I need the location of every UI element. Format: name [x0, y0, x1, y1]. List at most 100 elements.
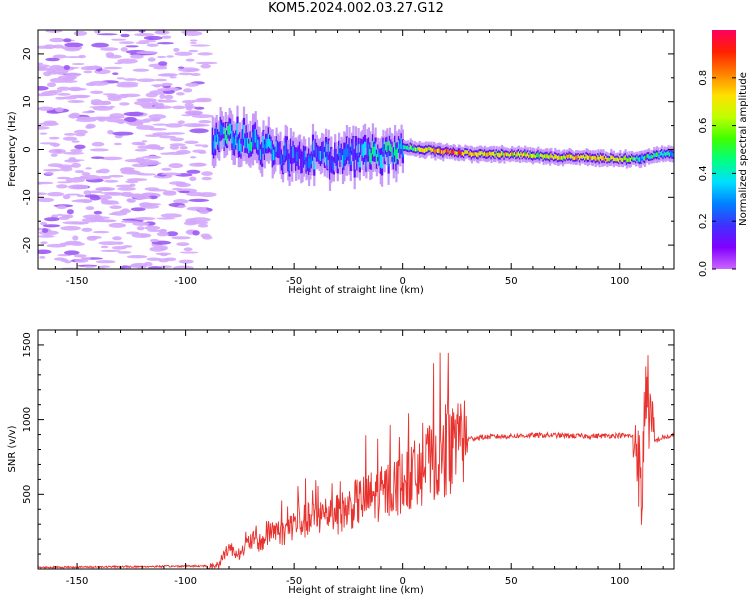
- noise-speckle: [161, 35, 172, 39]
- noise-speckle: [158, 61, 168, 66]
- noise-speckle: [76, 194, 85, 198]
- noise-speckle: [89, 195, 101, 201]
- noise-speckle: [201, 171, 213, 176]
- signal-core: [651, 155, 655, 159]
- signal-core: [425, 147, 428, 152]
- noise-speckle: [75, 95, 89, 99]
- x-tick-label: 0: [399, 276, 405, 287]
- signal-core: [455, 151, 458, 155]
- signal-core: [599, 154, 602, 159]
- signal-core: [450, 149, 453, 154]
- signal-core: [414, 147, 417, 152]
- noise-speckle: [55, 107, 64, 113]
- noise-speckle: [168, 163, 184, 169]
- signal-core: [573, 156, 576, 160]
- snr-series-line: [38, 352, 674, 569]
- signal-core: [580, 155, 583, 159]
- signal-core: [628, 157, 631, 162]
- noise-speckle: [43, 44, 56, 49]
- noise-speckle: [178, 67, 200, 72]
- signal-core: [276, 145, 279, 154]
- signal-core: [434, 149, 437, 155]
- signal-core: [521, 153, 524, 158]
- colorbar-ticks: 0.0 0.2 0.4 0.6 0.8: [698, 70, 736, 277]
- signal-core: [440, 150, 444, 154]
- noise-speckle: [198, 120, 212, 124]
- signal-core: [227, 126, 230, 135]
- signal-core: [396, 147, 399, 159]
- signal-core: [672, 153, 674, 157]
- noise-speckle: [95, 187, 116, 191]
- noise-speckle: [81, 227, 93, 232]
- x-tick-label: -150: [66, 276, 89, 287]
- signal-core: [468, 152, 471, 156]
- signal-core: [344, 148, 347, 160]
- signal-core: [650, 154, 653, 159]
- noise-speckle: [85, 123, 96, 129]
- signal-core: [285, 142, 289, 155]
- noise-speckle: [108, 174, 124, 178]
- signal-core: [463, 152, 466, 157]
- signal-core: [640, 157, 643, 162]
- noise-speckle: [191, 114, 214, 119]
- signal-core: [304, 150, 307, 161]
- signal-core: [410, 145, 414, 150]
- noise-speckle: [72, 63, 85, 65]
- signal-core: [218, 136, 221, 148]
- noise-speckle: [100, 191, 121, 195]
- noise-speckle: [100, 249, 121, 252]
- noise-speckle: [160, 253, 168, 257]
- noise-speckle: [157, 99, 164, 102]
- noise-speckle: [97, 266, 105, 269]
- colorbar: 0.0 0.2 0.4 0.6 0.8 Normalized spectral ampl…: [698, 30, 749, 277]
- signal-core: [223, 138, 226, 147]
- noise-speckle: [156, 217, 176, 220]
- signal-core: [506, 152, 509, 157]
- signal-core: [608, 158, 612, 162]
- signal-core: [246, 137, 249, 149]
- noise-speckle: [178, 190, 190, 194]
- signal-core: [438, 148, 441, 153]
- signal-core: [282, 159, 285, 170]
- signal-core: [327, 144, 330, 155]
- spectrogram-x-label: Height of straight line (km): [288, 285, 424, 296]
- noise-speckle: [182, 123, 205, 128]
- noise-speckle: [117, 187, 136, 191]
- signal-core: [621, 158, 625, 163]
- noise-speckle: [173, 199, 189, 204]
- noise-speckle: [121, 167, 135, 171]
- noise-speckle: [186, 169, 201, 174]
- signal-core: [526, 152, 529, 157]
- signal-core: [489, 151, 492, 156]
- signal-core: [267, 133, 270, 147]
- signal-core: [370, 153, 373, 165]
- signal-core: [422, 148, 425, 153]
- noise-speckle: [169, 145, 180, 150]
- noise-speckle: [197, 52, 213, 56]
- signal-core: [615, 157, 618, 162]
- noise-speckle: [91, 141, 105, 147]
- signal-core: [386, 141, 389, 152]
- noise-speckle: [70, 148, 83, 153]
- signal-core: [564, 156, 567, 160]
- signal-core: [348, 144, 351, 158]
- colorbar-tick-label: 0.0: [698, 261, 709, 277]
- noise-speckle: [98, 175, 112, 180]
- signal-core: [513, 151, 516, 156]
- noise-speckle: [38, 235, 55, 238]
- noise-speckle: [185, 58, 195, 62]
- signal-core: [300, 155, 303, 168]
- signal-core: [567, 154, 570, 159]
- signal-core: [547, 155, 550, 159]
- signal-core: [314, 143, 317, 153]
- noise-speckle: [74, 259, 89, 263]
- noise-speckle: [141, 140, 148, 143]
- noise-speckle: [56, 86, 71, 91]
- signal-core: [642, 156, 645, 161]
- signal-core: [612, 156, 615, 162]
- signal-core: [495, 151, 498, 155]
- noise-speckle: [112, 72, 119, 75]
- signal-core: [631, 155, 634, 160]
